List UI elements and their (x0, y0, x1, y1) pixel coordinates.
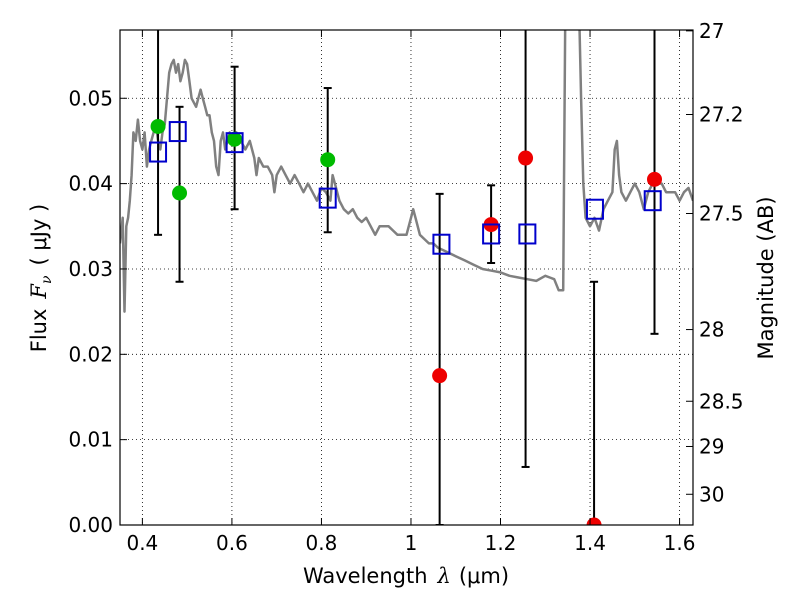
model-photometry-square (225, 132, 244, 154)
y-tick-label: 0.03 (68, 257, 113, 281)
x-tick-label: 1.4 (574, 531, 606, 555)
grid (120, 30, 693, 526)
x-tick-label: 1.6 (664, 531, 696, 555)
data-markers (149, 118, 663, 525)
model-photometry-square (168, 121, 187, 143)
green-detection-dot (150, 118, 166, 134)
model-photometry-square (149, 141, 168, 163)
green-detection-dot (172, 185, 188, 201)
x-axis-symbol: λ (437, 564, 451, 588)
green-detection-dot (227, 131, 243, 147)
green-detection-dot (320, 152, 336, 168)
y2-axis-title: Magnitude (AB) (754, 196, 778, 359)
y2-tick-label: 28 (699, 318, 724, 342)
red-detection-dot (647, 171, 663, 187)
x-axis-title-text: Wavelength (303, 564, 428, 588)
x-tick-label: 0.8 (306, 531, 338, 555)
y-tick-label: 0.05 (68, 86, 113, 110)
y-axis-title-text: Flux (27, 309, 51, 353)
plot-frame (119, 29, 694, 526)
x-tick-label: 1.2 (485, 531, 517, 555)
plot-area (120, 30, 693, 525)
y-axis-symbol: F (27, 283, 51, 300)
y-tick-label: 0.04 (68, 172, 113, 196)
y-axis-symbol-sub: ν (39, 275, 55, 284)
model-photometry-square (482, 223, 501, 245)
red-detection-dot (518, 150, 534, 166)
x-axis-unit: (μm) (459, 564, 509, 588)
y-axis-unit: ( μJy ) (27, 204, 51, 266)
y-axis-title: Flux Fν ( μJy ) (27, 204, 55, 352)
model-photometry-square (318, 187, 337, 209)
y-tick-label: 0.00 (68, 513, 113, 537)
y-tick-label: 0.02 (68, 342, 113, 366)
model-photometry-square (643, 190, 662, 212)
x-tick-label: 0.6 (216, 531, 248, 555)
y2-tick-label: 27 (699, 19, 724, 43)
x-tick-label: 1 (405, 531, 418, 555)
y2-tick-label: 30 (699, 482, 724, 506)
x-tick-label: 0.4 (126, 531, 158, 555)
model-photometry-square (585, 198, 604, 220)
x-axis-title: Wavelength λ (μm) (303, 564, 509, 588)
y2-tick-label: 29 (699, 434, 724, 458)
y2-tick-label: 27.2 (699, 102, 744, 126)
y2-tick-label: 28.5 (699, 389, 744, 413)
y2-tick-label: 27.5 (699, 201, 744, 225)
y-tick-label: 0.01 (68, 428, 113, 452)
axis-ticks: 0.4 0.6 0.8 1 1.2 1.4 1.6 0.00 0.01 0.02 0.03 0.04 0… (68, 19, 743, 555)
red-detection-dot (432, 368, 448, 384)
model-photometry-square (432, 233, 451, 255)
model-photometry-square (518, 223, 537, 245)
